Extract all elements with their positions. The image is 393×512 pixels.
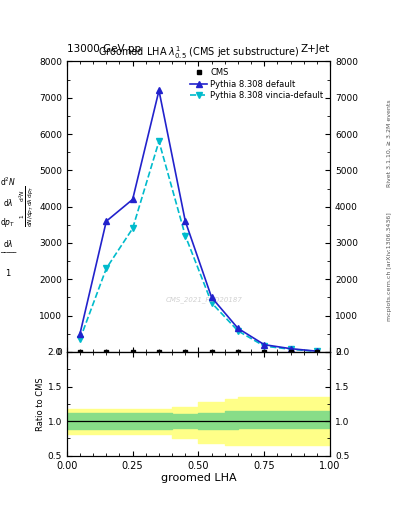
Text: $\mathrm{d}\lambda$: $\mathrm{d}\lambda$ [3,197,13,208]
X-axis label: groomed LHA: groomed LHA [161,473,236,483]
Pythia 8.308 vincia-default [78,336,83,343]
Pythia 8.308 vincia-default [156,138,162,144]
Text: $\mathrm{d}^2N$: $\mathrm{d}^2N$ [0,176,16,188]
Pythia 8.308 default [314,348,319,354]
Pythia 8.308 vincia-default [130,225,135,231]
Title: Groomed LHA $\lambda^{1}_{0.5}$ (CMS jet substructure): Groomed LHA $\lambda^{1}_{0.5}$ (CMS jet… [98,45,299,61]
Pythia 8.308 vincia-default [236,328,241,334]
Pythia 8.308 default [288,346,293,352]
Text: CMS_2021_FSQ20187: CMS_2021_FSQ20187 [165,296,242,303]
Pythia 8.308 default [78,331,83,337]
CMS [288,349,293,355]
CMS [236,349,241,355]
CMS [183,349,188,355]
Pythia 8.308 default [156,88,162,94]
Line: Pythia 8.308 default: Pythia 8.308 default [77,88,320,354]
Pythia 8.308 vincia-default [314,348,319,354]
Text: $\mathrm{d}p_T$: $\mathrm{d}p_T$ [0,216,15,229]
CMS [78,349,83,355]
Text: Rivet 3.1.10, ≥ 3.2M events: Rivet 3.1.10, ≥ 3.2M events [387,99,391,187]
Line: Pythia 8.308 vincia-default: Pythia 8.308 vincia-default [77,138,320,354]
Pythia 8.308 default [262,342,267,348]
CMS [104,349,108,355]
Pythia 8.308 default [130,196,135,202]
Text: ─────: ───── [0,251,16,256]
CMS [130,349,135,355]
CMS [209,349,214,355]
Text: 13000 GeV pp: 13000 GeV pp [67,44,141,54]
Pythia 8.308 vincia-default [262,343,267,349]
Pythia 8.308 default [236,325,241,331]
Line: CMS: CMS [77,350,320,354]
Pythia 8.308 vincia-default [288,346,293,352]
Text: Z+Jet: Z+Jet [301,44,330,54]
CMS [314,349,319,355]
CMS [156,349,162,355]
Pythia 8.308 default [183,218,188,224]
Pythia 8.308 vincia-default [104,265,108,271]
Pythia 8.308 vincia-default [183,232,188,239]
Y-axis label: $\frac{1}{\mathrm{d}N/\mathrm{d}p_T}\frac{\mathrm{d}^2N}{\mathrm{d}\lambda\,\mat: $\frac{1}{\mathrm{d}N/\mathrm{d}p_T}\fra… [18,186,36,227]
Pythia 8.308 default [104,218,108,224]
Legend: CMS, Pythia 8.308 default, Pythia 8.308 vincia-default: CMS, Pythia 8.308 default, Pythia 8.308 … [188,66,326,102]
Y-axis label: Ratio to CMS: Ratio to CMS [36,377,45,431]
Text: $\mathrm{d}\lambda$: $\mathrm{d}\lambda$ [3,238,13,249]
Text: mcplots.cern.ch [arXiv:1306.3436]: mcplots.cern.ch [arXiv:1306.3436] [387,212,391,321]
CMS [262,349,267,355]
Text: 1: 1 [5,269,11,279]
Pythia 8.308 vincia-default [209,300,214,306]
Pythia 8.308 default [209,294,214,301]
